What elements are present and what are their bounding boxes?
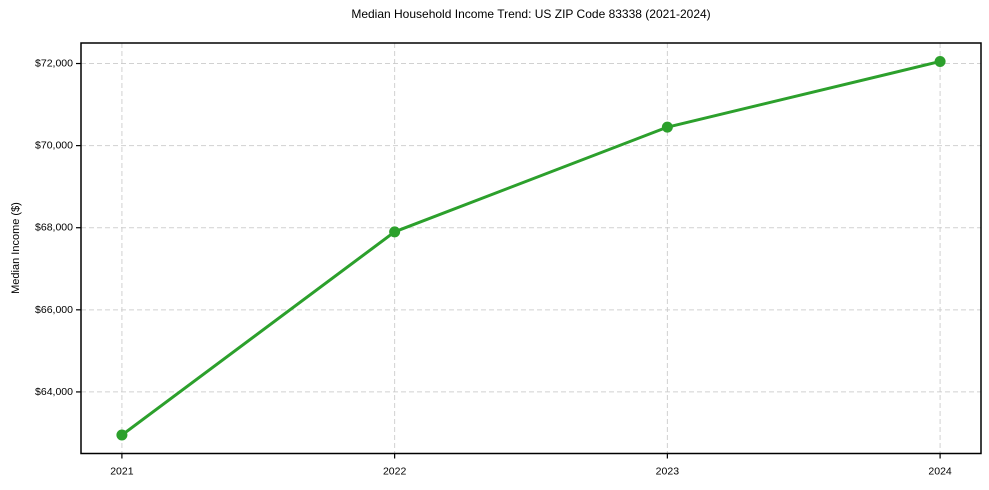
x-tick-label: 2024: [928, 466, 952, 478]
x-tick-label: 2021: [110, 466, 134, 478]
x-tick-label: 2022: [383, 466, 407, 478]
plot-frame: [80, 42, 982, 455]
x-tick-label: 2023: [656, 466, 680, 478]
y-tick-label: $72,000: [35, 58, 73, 70]
trend-line: [120, 59, 942, 437]
chart-title: Median Household Income Trend: US ZIP Co…: [351, 7, 711, 21]
data-point-marker: [389, 226, 401, 238]
data-point-marker: [934, 55, 946, 67]
y-tick-label: $64,000: [35, 386, 73, 398]
data-point-marker: [116, 429, 128, 441]
y-tick-label: $68,000: [35, 222, 73, 234]
y-tick-label: $70,000: [35, 140, 73, 152]
y-tick-label: $66,000: [35, 304, 73, 316]
data-point-marker: [661, 121, 673, 133]
y-axis-label: Median Income ($): [10, 202, 22, 294]
